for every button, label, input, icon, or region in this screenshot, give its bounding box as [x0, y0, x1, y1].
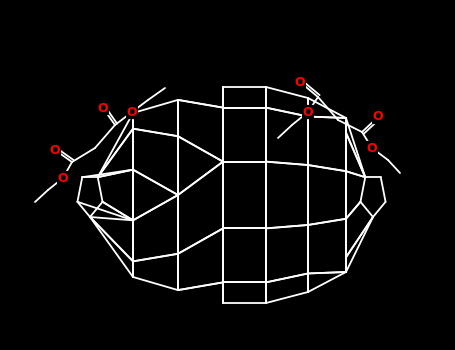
Text: O: O	[303, 105, 313, 119]
Text: O: O	[126, 105, 137, 119]
Text: O: O	[58, 172, 68, 184]
Text: O: O	[373, 111, 383, 124]
Text: O: O	[98, 102, 108, 114]
Text: O: O	[50, 144, 61, 156]
Text: O: O	[295, 76, 305, 89]
Text: O: O	[367, 141, 377, 154]
